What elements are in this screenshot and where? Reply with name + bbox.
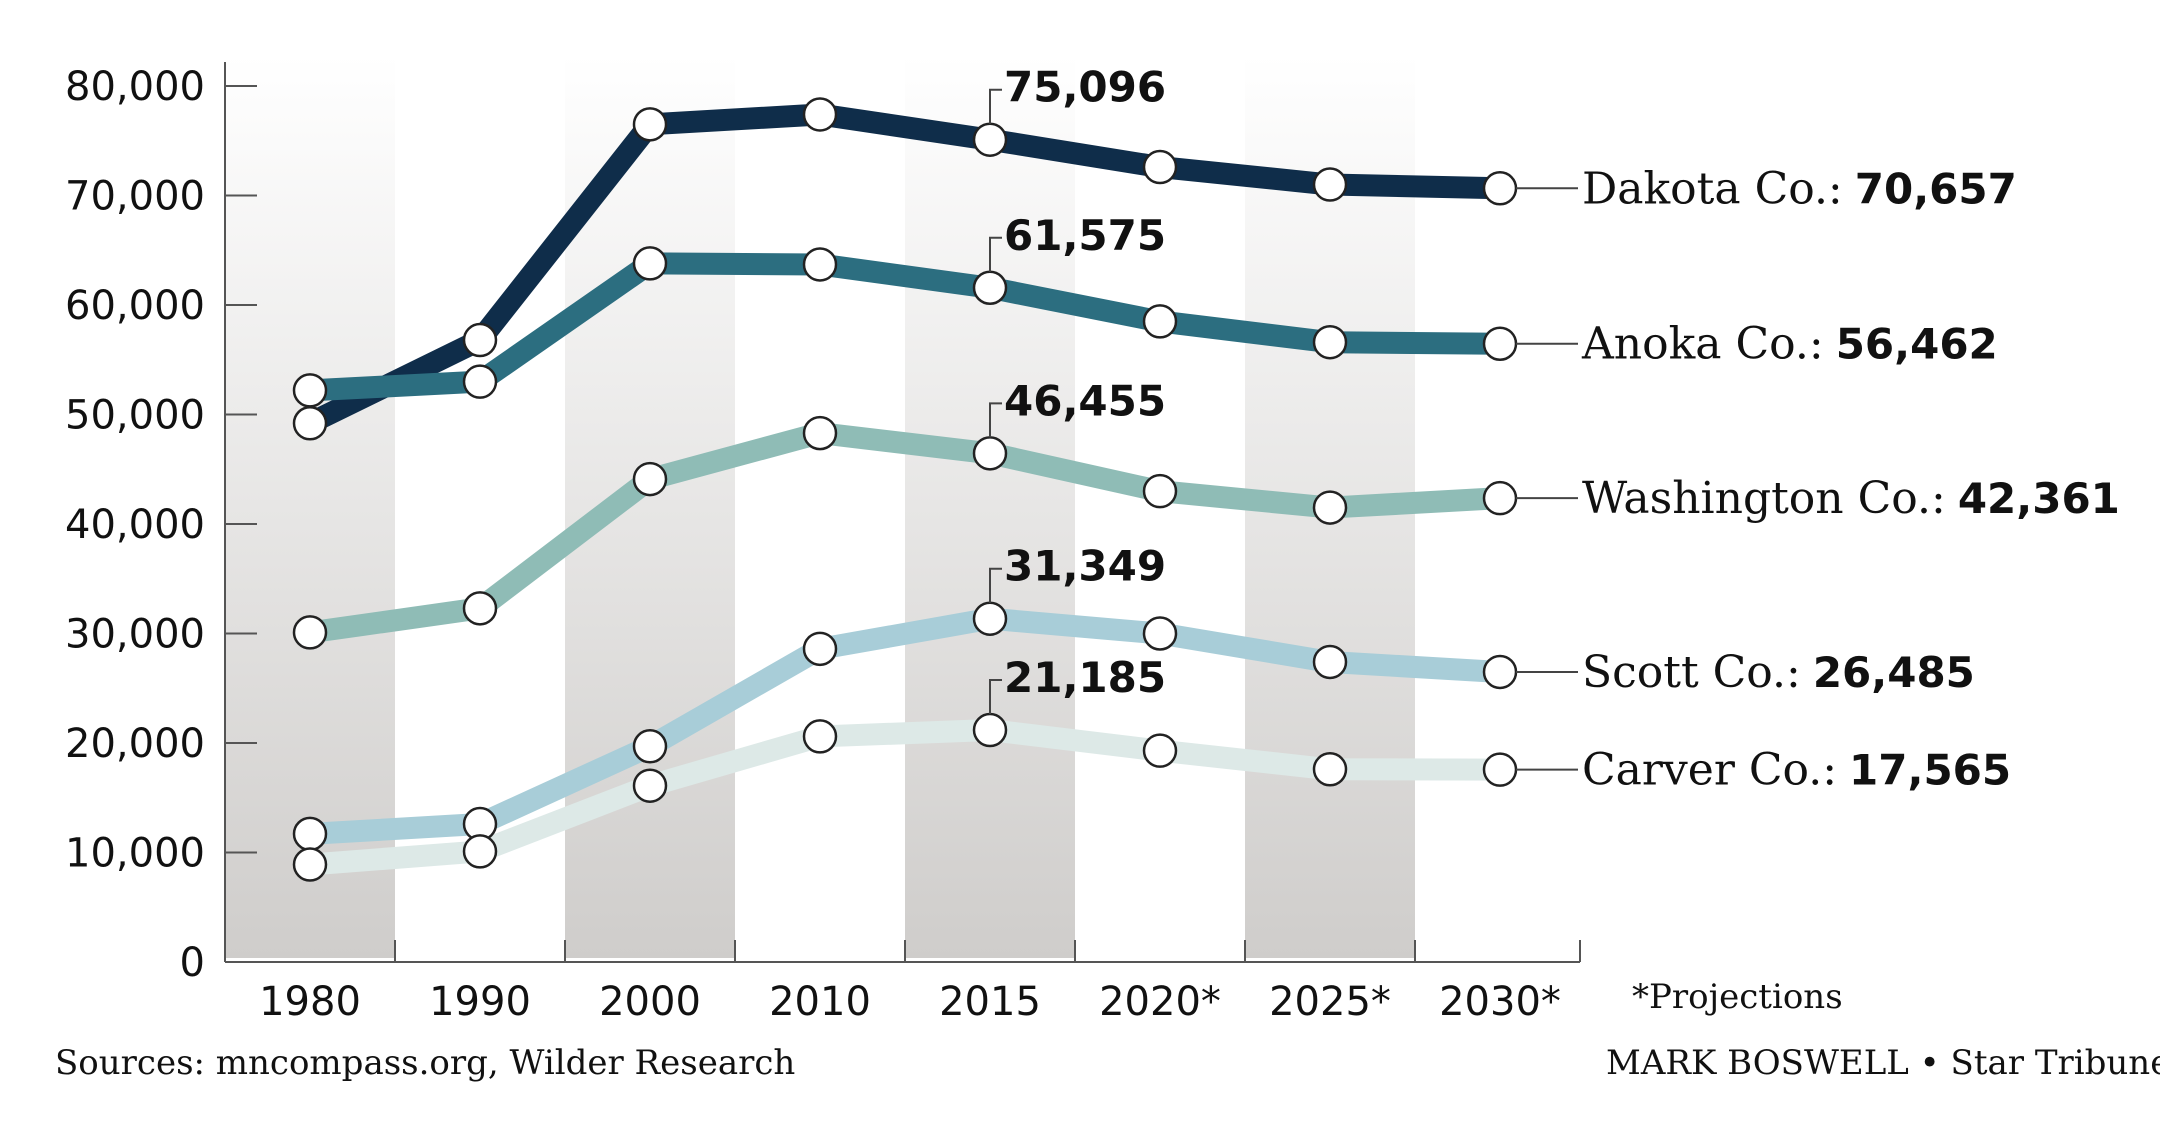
series-name-label: Dakota Co.: <box>1582 163 1843 214</box>
y-tick-label: 30,000 <box>65 612 205 658</box>
series-end-value: 17,565 <box>1849 746 2011 795</box>
data-point <box>1312 167 1348 202</box>
x-tick-label: 2030* <box>1439 979 1561 1025</box>
data-point <box>462 591 498 626</box>
y-tick-label: 60,000 <box>65 283 205 329</box>
data-point <box>292 615 328 650</box>
background-bands <box>225 55 1415 958</box>
callout-leader <box>989 567 1002 603</box>
series-end-value: 70,657 <box>1855 164 2017 213</box>
x-tick-label: 2020* <box>1099 979 1221 1025</box>
data-point <box>632 768 668 803</box>
data-point <box>972 122 1008 157</box>
credit-note: MARK BOSWELL • Star Tribune <box>1606 1043 2160 1083</box>
data-point <box>462 322 498 358</box>
data-point <box>802 97 838 132</box>
sources-note: Sources: mncompass.org, Wilder Research <box>55 1043 795 1083</box>
data-point <box>1142 616 1178 651</box>
series-end-value: 56,462 <box>1836 320 1998 369</box>
data-point <box>972 601 1008 636</box>
series-line-4 <box>299 719 1511 876</box>
column-band-1980 <box>225 55 395 958</box>
y-tick-label: 20,000 <box>65 721 205 767</box>
data-point <box>632 246 668 281</box>
projections-note: *Projections <box>1632 977 1843 1017</box>
data-point <box>1482 752 1518 787</box>
callout-leader <box>989 679 1002 715</box>
x-tick-label: 1990 <box>429 979 531 1025</box>
series-line-0 <box>299 103 1511 435</box>
series-lines <box>299 103 1511 876</box>
series-name-label: Anoka Co.: <box>1581 319 1824 370</box>
data-point <box>292 847 328 882</box>
data-point <box>462 834 498 869</box>
x-tick-label: 2010 <box>769 979 871 1025</box>
series-name-label: Carver Co.: <box>1582 745 1837 796</box>
y-tick-label: 50,000 <box>65 393 205 439</box>
y-tick-label: 40,000 <box>65 502 205 548</box>
callout-label: 75,096 <box>1004 63 1166 112</box>
data-point <box>1312 324 1348 360</box>
x-tick-label: 2025* <box>1269 979 1391 1025</box>
data-point <box>1482 326 1518 361</box>
series-end-value: 42,361 <box>1958 474 2120 523</box>
callout-label: 31,349 <box>1004 542 1166 591</box>
data-point <box>972 436 1008 471</box>
data-point <box>972 270 1008 306</box>
series-line-2 <box>299 422 1511 644</box>
data-point <box>802 719 838 754</box>
data-point <box>1312 490 1348 525</box>
data-point <box>802 631 838 667</box>
data-point <box>972 712 1008 748</box>
data-point <box>632 107 668 142</box>
x-tick-label: 2000 <box>599 979 701 1025</box>
callout-leader <box>989 402 1002 438</box>
data-point <box>1142 473 1178 509</box>
callout-leader <box>989 88 1002 124</box>
data-point <box>632 729 668 764</box>
y-tick-label: 10,000 <box>65 831 205 877</box>
series-line-1 <box>299 252 1511 402</box>
y-tick-label: 80,000 <box>65 64 205 110</box>
data-point <box>1482 480 1518 516</box>
data-point <box>802 415 838 451</box>
y-tick-label: 70,000 <box>65 174 205 220</box>
series-labels: 75,096 Dakota Co.: 70,657 61,575 Anoka Co.: 5… <box>989 63 2120 796</box>
data-point <box>1482 654 1518 690</box>
data-point <box>1312 752 1348 787</box>
data-point <box>632 461 668 497</box>
data-point <box>1482 171 1518 206</box>
axes: 0 10,000 20,000 30,000 40,000 50,000 60,000 70,… <box>65 62 1581 1025</box>
series-name-label: Washington Co.: <box>1582 473 1946 524</box>
callout-label: 61,575 <box>1004 211 1166 260</box>
data-point <box>292 816 328 852</box>
series-end-value: 26,485 <box>1813 648 1975 697</box>
y-tick-label: 0 <box>180 940 205 986</box>
x-tick-label: 1980 <box>259 979 361 1025</box>
callout-label: 46,455 <box>1004 376 1166 425</box>
callout-leader <box>989 236 1002 272</box>
data-point <box>292 406 328 441</box>
data-point <box>802 247 838 282</box>
data-point <box>462 364 498 399</box>
x-tick-label: 2015 <box>939 979 1041 1025</box>
data-points <box>292 97 1518 882</box>
data-point <box>1142 304 1178 339</box>
column-band-2015 <box>905 55 1075 958</box>
series-line-3 <box>299 607 1511 845</box>
data-point <box>1142 733 1178 768</box>
data-point <box>1142 149 1178 185</box>
callout-label: 21,185 <box>1004 653 1166 702</box>
data-point <box>1312 644 1348 680</box>
data-point <box>292 373 328 408</box>
series-name-label: Scott Co.: <box>1582 647 1801 698</box>
